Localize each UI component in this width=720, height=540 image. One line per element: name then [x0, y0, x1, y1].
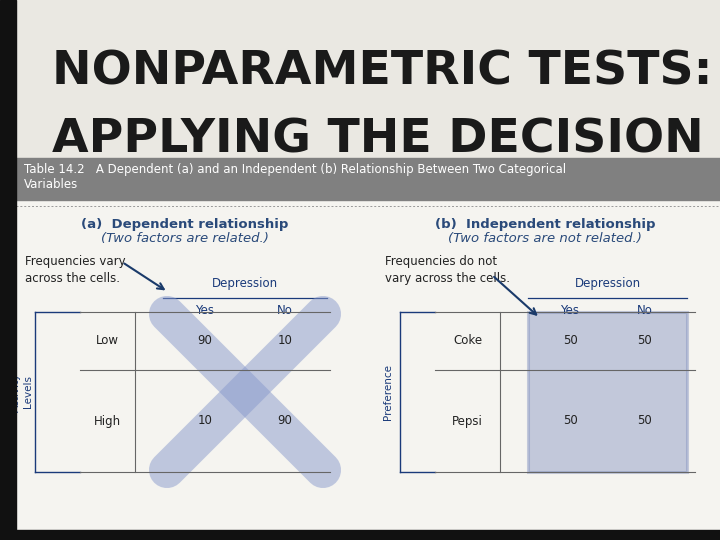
Bar: [0, 0, 16, 540]
Text: Depression: Depression: [575, 277, 641, 290]
Bar: [528, 312, 687, 472]
Text: APPLYING THE DECISION: APPLYING THE DECISION: [52, 118, 703, 163]
Text: Coke: Coke: [453, 334, 482, 348]
Text: (b)  Independent relationship: (b) Independent relationship: [435, 218, 655, 231]
Text: 10: 10: [197, 415, 212, 428]
Text: NONPARAMETRIC TESTS:: NONPARAMETRIC TESTS:: [52, 50, 713, 94]
Text: 50: 50: [638, 334, 652, 348]
Text: Activity
Levels: Activity Levels: [12, 373, 33, 411]
Text: 90: 90: [197, 334, 212, 348]
Text: 50: 50: [562, 415, 577, 428]
Text: Low: Low: [96, 334, 119, 348]
Text: 50: 50: [638, 415, 652, 428]
Text: (a)  Dependent relationship: (a) Dependent relationship: [81, 218, 289, 231]
Text: (Two factors are not related.): (Two factors are not related.): [448, 232, 642, 245]
Bar: [16, 200, 720, 540]
Text: Variables: Variables: [24, 178, 78, 191]
Text: No: No: [637, 304, 653, 317]
Text: Depression: Depression: [212, 277, 278, 290]
Text: Yes: Yes: [196, 304, 215, 317]
Text: Frequencies do not
vary across the cells.: Frequencies do not vary across the cells…: [385, 255, 510, 285]
Text: Table 14.2   A Dependent (a) and an Independent (b) Relationship Between Two Cat: Table 14.2 A Dependent (a) and an Indepe…: [24, 163, 566, 176]
Text: No: No: [277, 304, 293, 317]
Text: Frequencies vary
across the cells.: Frequencies vary across the cells.: [25, 255, 125, 285]
Bar: [0, 530, 720, 540]
Text: 90: 90: [278, 415, 292, 428]
Text: (Two factors are related.): (Two factors are related.): [101, 232, 269, 245]
Text: Preference: Preference: [383, 364, 393, 420]
Text: 10: 10: [278, 334, 292, 348]
Text: High: High: [94, 415, 121, 428]
Text: 50: 50: [562, 334, 577, 348]
Text: Pepsi: Pepsi: [452, 415, 483, 428]
Bar: [16, 158, 720, 200]
Text: Yes: Yes: [560, 304, 580, 317]
